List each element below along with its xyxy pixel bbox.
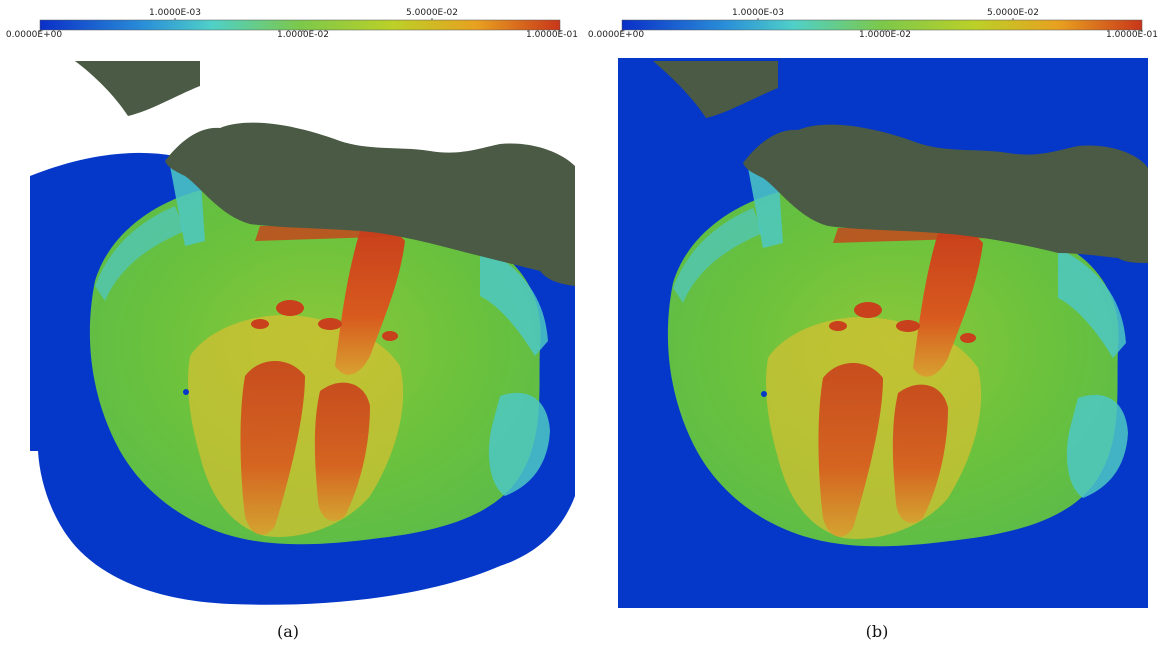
red-band-center-b — [818, 363, 883, 537]
colorbar-a-top-label-1: 1.0000E-03 — [149, 8, 201, 18]
cyan-fringe-lower-right-a — [488, 392, 550, 496]
colorbar-b-bottom-label-1: 0.0000E+00 — [587, 30, 645, 40]
colorbar-a-bar — [39, 19, 561, 31]
red-band-right-a — [314, 382, 370, 521]
cyan-strip-top-a — [170, 166, 205, 246]
red-spot-3-a — [318, 318, 342, 330]
land-island-b — [653, 61, 778, 118]
red-spot-4-b — [960, 333, 976, 343]
small-island-a — [183, 389, 189, 395]
colorbar-b-top-label-2: 5.0000E-02 — [987, 8, 1039, 18]
colorbar-a-bottom-label-3: 1.0000E-01 — [526, 30, 578, 40]
red-band-upper-a — [335, 228, 405, 375]
red-band-upper-b — [913, 230, 983, 377]
cyan-fringe-lower-right-b — [1066, 394, 1128, 498]
red-spot-1-a — [276, 300, 304, 316]
land-main-b — [743, 124, 1148, 263]
cyan-strip-top-b — [748, 168, 783, 248]
caption-a: (a) — [276, 622, 300, 641]
colorbar-b-graphic — [621, 18, 1143, 32]
colorbar-b-bar — [621, 19, 1143, 31]
colorbar-b-bottom-label-2: 1.0000E-02 — [859, 30, 911, 40]
panel-b: 1.0000E-03 5.0000E-02 0.0000E+00 1.0000E… — [580, 0, 1161, 650]
red-spot-4-a — [382, 331, 398, 341]
land-island-a — [75, 61, 200, 116]
colorbar-b-top-label-1: 1.0000E-03 — [732, 8, 784, 18]
colorbar-b: 1.0000E-03 5.0000E-02 0.0000E+00 1.0000E… — [580, 8, 1161, 44]
panel-a: 1.0000E-03 5.0000E-02 0.0000E+00 1.0000E… — [0, 0, 580, 650]
small-island-b — [761, 391, 767, 397]
colorbar-a: 1.0000E-03 5.0000E-02 0.0000E+00 1.0000E… — [0, 8, 580, 44]
cyan-fringe-right-a — [480, 246, 548, 356]
cyan-fringe-left-b — [673, 208, 763, 303]
red-band-center-a — [240, 361, 305, 535]
colorbar-a-bottom-label-1: 0.0000E+00 — [5, 30, 63, 40]
map-a — [0, 56, 580, 611]
colorbar-a-top-label-2: 5.0000E-02 — [406, 8, 458, 18]
colorbar-a-graphic — [39, 18, 561, 32]
map-b — [618, 58, 1148, 608]
map-a-graphic — [30, 61, 575, 605]
land-main-a — [165, 122, 575, 286]
cyan-fringe-left-a — [95, 206, 185, 301]
map-b-graphic — [618, 58, 1148, 608]
red-spot-3-b — [896, 320, 920, 332]
cyan-fringe-right-b — [1058, 248, 1126, 358]
red-spot-2-b — [829, 321, 847, 331]
red-spot-2-a — [251, 319, 269, 329]
red-band-right-b — [892, 384, 948, 523]
caption-b: (b) — [865, 622, 889, 641]
red-spot-1-b — [854, 302, 882, 318]
colorbar-b-bottom-label-3: 1.0000E-01 — [1106, 30, 1158, 40]
colorbar-a-bottom-label-2: 1.0000E-02 — [277, 30, 329, 40]
